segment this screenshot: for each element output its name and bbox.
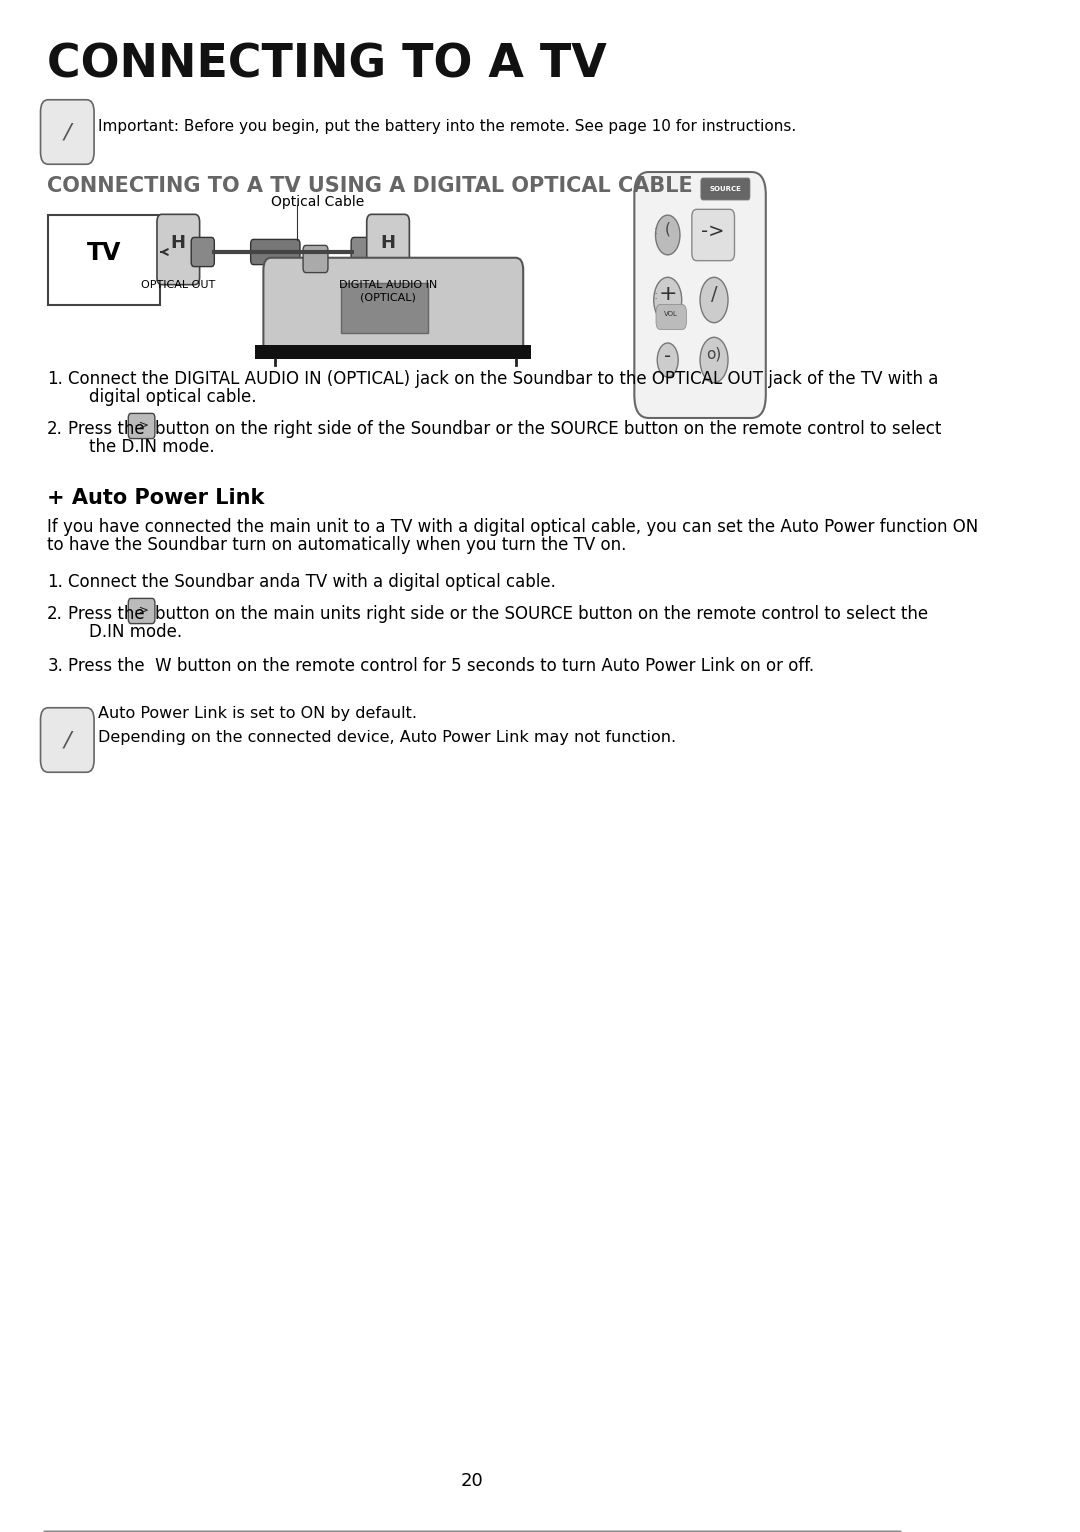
- FancyBboxPatch shape: [129, 599, 154, 624]
- Text: ->: ->: [134, 604, 149, 616]
- Text: 20: 20: [460, 1472, 484, 1491]
- Text: :: :: [653, 288, 658, 302]
- FancyBboxPatch shape: [701, 178, 750, 201]
- Text: (OPTICAL): (OPTICAL): [360, 293, 416, 302]
- FancyBboxPatch shape: [634, 172, 766, 418]
- Text: H: H: [380, 234, 395, 253]
- Bar: [255, 345, 531, 358]
- Text: digital optical cable.: digital optical cable.: [90, 388, 257, 406]
- Circle shape: [656, 214, 680, 254]
- Text: 1.: 1.: [48, 371, 63, 388]
- FancyBboxPatch shape: [157, 214, 200, 285]
- Text: VOL: VOL: [664, 311, 678, 317]
- FancyBboxPatch shape: [129, 414, 154, 438]
- Text: 1.: 1.: [48, 573, 63, 591]
- Text: button on the main units right side or the SOURCE button on the remote control t: button on the main units right side or t…: [154, 605, 928, 624]
- FancyBboxPatch shape: [367, 214, 409, 285]
- Text: + Auto Power Link: + Auto Power Link: [48, 489, 265, 509]
- FancyBboxPatch shape: [49, 214, 160, 305]
- Text: /: /: [64, 123, 71, 142]
- Text: CONNECTING TO A TV: CONNECTING TO A TV: [48, 41, 607, 87]
- FancyBboxPatch shape: [264, 257, 523, 357]
- Text: (: (: [665, 222, 671, 236]
- Text: 2.: 2.: [48, 605, 63, 624]
- FancyBboxPatch shape: [251, 239, 300, 265]
- FancyBboxPatch shape: [41, 100, 94, 164]
- Text: Auto Power Link is set to ON by default.: Auto Power Link is set to ON by default.: [98, 706, 417, 722]
- Text: -: -: [664, 346, 672, 366]
- Text: OPTICAL OUT: OPTICAL OUT: [141, 280, 215, 290]
- Text: Optical Cable: Optical Cable: [271, 195, 364, 208]
- Text: Depending on the connected device, Auto Power Link may not function.: Depending on the connected device, Auto …: [98, 731, 676, 745]
- FancyBboxPatch shape: [41, 708, 94, 772]
- FancyBboxPatch shape: [303, 245, 328, 273]
- Text: 2.: 2.: [48, 420, 63, 438]
- Text: D.IN mode.: D.IN mode.: [90, 624, 183, 640]
- Text: button on the right side of the Soundbar or the SOURCE button on the remote cont: button on the right side of the Soundbar…: [154, 420, 941, 438]
- Text: CONNECTING TO A TV USING A DIGITAL OPTICAL CABLE: CONNECTING TO A TV USING A DIGITAL OPTIC…: [48, 176, 693, 196]
- FancyBboxPatch shape: [692, 210, 734, 260]
- Text: /: /: [711, 285, 717, 303]
- FancyBboxPatch shape: [656, 305, 687, 329]
- Text: o): o): [706, 346, 721, 362]
- Text: DIGITAL AUDIO IN: DIGITAL AUDIO IN: [339, 280, 437, 290]
- Bar: [341, 283, 429, 332]
- Text: Press the  W button on the remote control for 5 seconds to turn Auto Power Link : Press the W button on the remote control…: [68, 657, 814, 676]
- Text: TV: TV: [86, 241, 121, 265]
- Circle shape: [700, 277, 728, 323]
- FancyBboxPatch shape: [191, 237, 214, 267]
- Text: to have the Soundbar turn on automatically when you turn the TV on.: to have the Soundbar turn on automatical…: [48, 536, 626, 555]
- Text: the D.IN mode.: the D.IN mode.: [90, 438, 215, 457]
- Text: Connect the Soundbar anda TV with a digital optical cable.: Connect the Soundbar anda TV with a digi…: [68, 573, 556, 591]
- Text: Important: Before you begin, put the battery into the remote. See page 10 for in: Important: Before you begin, put the bat…: [98, 119, 796, 133]
- Circle shape: [658, 343, 678, 377]
- Circle shape: [700, 337, 728, 383]
- Text: ->: ->: [134, 418, 149, 432]
- Text: Press the: Press the: [68, 420, 145, 438]
- Text: H: H: [171, 234, 186, 253]
- Text: /: /: [64, 731, 71, 751]
- Text: +: +: [659, 283, 677, 303]
- FancyBboxPatch shape: [351, 237, 375, 267]
- Text: 3.: 3.: [48, 657, 63, 676]
- Text: :: :: [653, 224, 658, 236]
- Text: If you have connected the main unit to a TV with a digital optical cable, you ca: If you have connected the main unit to a…: [48, 518, 978, 536]
- Text: SOURCE: SOURCE: [710, 185, 741, 192]
- Circle shape: [653, 277, 681, 323]
- Text: Connect the DIGITAL AUDIO IN (OPTICAL) jack on the Soundbar to the OPTICAL OUT j: Connect the DIGITAL AUDIO IN (OPTICAL) j…: [68, 371, 939, 388]
- Text: ->: ->: [701, 222, 725, 241]
- Text: Press the: Press the: [68, 605, 145, 624]
